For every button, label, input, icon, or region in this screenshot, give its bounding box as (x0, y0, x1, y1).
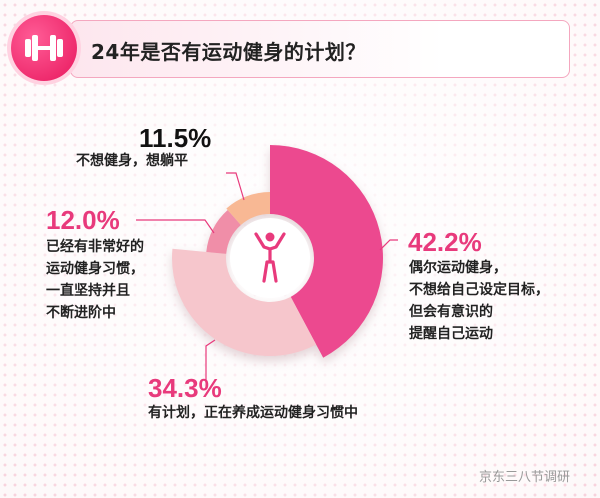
slice-description: 已经有非常好的 运动健身习惯， 一直坚持并且 不断进阶中 (46, 239, 144, 321)
slice-description: 不想健身，想躺平 (76, 153, 188, 169)
slice-value-label: 12.0% (46, 205, 120, 235)
donut-slice (171, 248, 317, 356)
leader-line (226, 172, 245, 201)
person-exercising-icon (254, 232, 286, 283)
title-banner: 24年是否有运动健身的计划？ (70, 20, 570, 78)
slice-description: 有计划，正在养成运动健身习惯中 (148, 405, 358, 421)
leader-line (136, 219, 215, 234)
dumbbell-icon (11, 15, 77, 81)
slice-value-label: 11.5% (139, 123, 212, 153)
leader-line (205, 339, 216, 380)
leader-line (379, 239, 398, 251)
donut-slice (226, 192, 270, 225)
slice-value-label: 34.3% (148, 373, 222, 403)
slice-description: 偶尔运动健身， 不想给自己设定目标， 但会有意识的 提醒自己运动 (409, 260, 549, 342)
donut-slice (206, 209, 241, 254)
donut-slice (270, 145, 383, 358)
source-note: 京东三八节调研 (478, 470, 570, 485)
slice-value-label: 42.2% (408, 227, 482, 257)
chart-title: 24年是否有运动健身的计划？ (91, 40, 366, 64)
